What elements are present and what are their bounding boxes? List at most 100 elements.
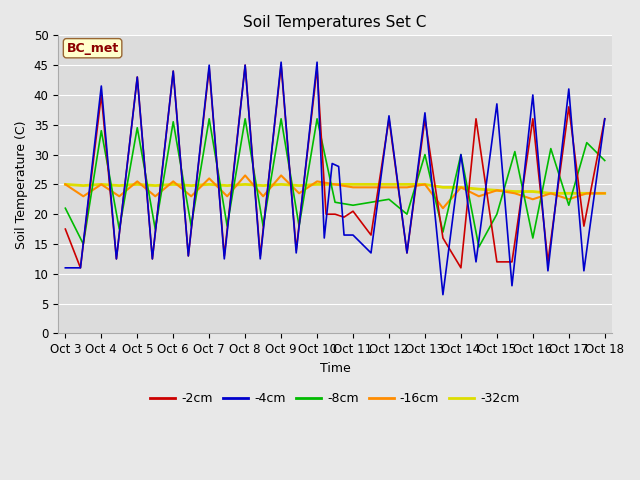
-4cm xyxy=(565,86,573,92)
-16cm xyxy=(385,184,393,190)
-8cm xyxy=(493,211,500,217)
-8cm xyxy=(332,199,339,205)
-32cm xyxy=(385,181,393,187)
-8cm xyxy=(421,152,429,157)
Text: BC_met: BC_met xyxy=(67,42,118,55)
-2cm xyxy=(292,247,300,253)
-8cm xyxy=(115,226,123,232)
-2cm xyxy=(77,265,84,271)
-4cm xyxy=(508,283,516,288)
-16cm xyxy=(188,193,195,199)
-2cm xyxy=(97,92,105,98)
-16cm xyxy=(259,193,267,199)
-16cm xyxy=(133,179,141,184)
-2cm xyxy=(322,211,330,217)
-32cm xyxy=(439,184,447,190)
-4cm xyxy=(220,256,228,262)
-4cm xyxy=(148,256,156,262)
-4cm xyxy=(292,250,300,256)
-4cm xyxy=(349,232,357,238)
-2cm xyxy=(421,116,429,121)
-32cm xyxy=(493,188,500,193)
-16cm xyxy=(601,191,609,196)
-2cm xyxy=(170,68,177,74)
Line: -16cm: -16cm xyxy=(65,175,605,208)
-32cm xyxy=(223,183,231,189)
-2cm xyxy=(439,235,447,241)
-4cm xyxy=(61,265,69,271)
-8cm xyxy=(223,223,231,229)
-4cm xyxy=(113,256,120,262)
Line: -8cm: -8cm xyxy=(65,119,605,247)
-32cm xyxy=(367,181,375,187)
-4cm xyxy=(403,250,411,256)
-2cm xyxy=(472,116,480,121)
-2cm xyxy=(529,116,537,121)
-32cm xyxy=(313,181,321,187)
-16cm xyxy=(439,205,447,211)
-4cm xyxy=(97,83,105,89)
-32cm xyxy=(421,181,429,187)
-16cm xyxy=(61,181,69,187)
-2cm xyxy=(457,265,465,271)
-16cm xyxy=(565,196,573,202)
-4cm xyxy=(335,164,342,169)
X-axis label: Time: Time xyxy=(319,362,351,375)
-2cm xyxy=(508,259,516,265)
-8cm xyxy=(565,203,573,208)
-4cm xyxy=(170,68,177,74)
-4cm xyxy=(77,265,84,271)
Title: Soil Temperatures Set C: Soil Temperatures Set C xyxy=(243,15,427,30)
-32cm xyxy=(547,191,555,196)
Line: -4cm: -4cm xyxy=(65,62,605,295)
-8cm xyxy=(367,199,375,205)
-2cm xyxy=(349,208,357,214)
-4cm xyxy=(544,268,552,274)
-8cm xyxy=(79,241,87,247)
-32cm xyxy=(115,183,123,189)
-2cm xyxy=(565,104,573,110)
-32cm xyxy=(332,181,339,187)
-32cm xyxy=(349,181,357,187)
-16cm xyxy=(403,184,411,190)
Line: -2cm: -2cm xyxy=(65,65,605,268)
-4cm xyxy=(367,250,375,256)
-32cm xyxy=(241,181,249,187)
-16cm xyxy=(457,184,465,190)
-4cm xyxy=(313,60,321,65)
-8cm xyxy=(529,235,537,241)
-2cm xyxy=(580,223,588,229)
-32cm xyxy=(601,191,609,196)
-2cm xyxy=(313,65,321,71)
-32cm xyxy=(205,181,213,187)
-8cm xyxy=(511,149,518,155)
-8cm xyxy=(259,223,267,229)
-4cm xyxy=(493,101,500,107)
-16cm xyxy=(223,193,231,199)
-16cm xyxy=(295,191,303,196)
-8cm xyxy=(439,229,447,235)
-4cm xyxy=(321,235,328,241)
-2cm xyxy=(340,214,348,220)
-16cm xyxy=(493,188,500,193)
-2cm xyxy=(148,256,156,262)
-2cm xyxy=(61,226,69,232)
-4cm xyxy=(580,268,588,274)
-8cm xyxy=(133,125,141,131)
-2cm xyxy=(385,116,393,121)
-2cm xyxy=(544,259,552,265)
-8cm xyxy=(457,152,465,157)
-4cm xyxy=(472,259,480,265)
-32cm xyxy=(457,184,465,190)
-8cm xyxy=(385,196,393,202)
-2cm xyxy=(601,116,609,121)
-32cm xyxy=(152,183,159,189)
-16cm xyxy=(349,184,357,190)
-4cm xyxy=(421,110,429,116)
-32cm xyxy=(97,181,105,187)
-4cm xyxy=(601,116,609,121)
-4cm xyxy=(340,232,348,238)
Line: -32cm: -32cm xyxy=(65,184,605,193)
-32cm xyxy=(565,191,573,196)
-16cm xyxy=(241,172,249,178)
